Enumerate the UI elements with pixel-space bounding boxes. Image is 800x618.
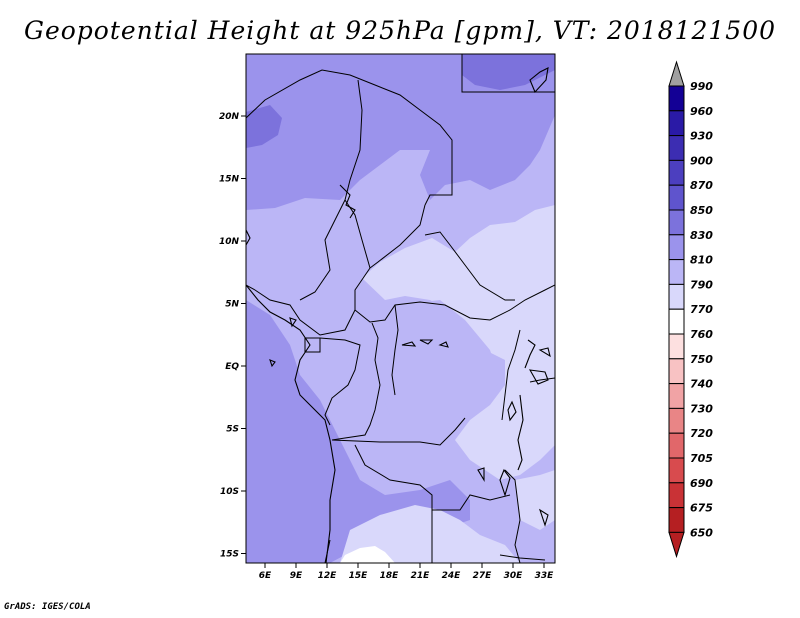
lon-tick-label: 33E — [535, 571, 555, 581]
colorbar-level-label: 750 — [690, 353, 713, 366]
lat-tick-label: 15N — [219, 175, 240, 185]
latitude-tick-group: 20N 15N 10N 5N EQ 5S 10S 15S — [219, 112, 246, 560]
colorbar-swatch — [668, 85, 685, 112]
colorbar-level-label: 990 — [690, 80, 713, 93]
colorbar-level-label: 675 — [690, 502, 713, 515]
lat-tick-label: 5S — [226, 425, 239, 435]
lat-tick-label: 10N — [219, 237, 240, 247]
chart-title: Geopotential Height at 925hPa [gpm], VT:… — [23, 16, 777, 45]
colorbar-level-label: 790 — [690, 278, 713, 291]
colorbar-level-label: 870 — [690, 179, 713, 192]
colorbar-swatch — [668, 209, 685, 236]
colorbar-level-label: 810 — [690, 254, 713, 267]
field-790-east-edge — [515, 470, 555, 530]
grads-credit: GrADS: IGES/COLA — [4, 602, 91, 612]
field-810-island — [378, 300, 500, 440]
field-790-south — [340, 505, 520, 563]
colorbar-level-label: 730 — [690, 402, 713, 415]
colorbar-swatch — [668, 110, 685, 137]
lat-tick-label: 15S — [220, 550, 239, 560]
lon-tick-label: 9E — [290, 571, 303, 581]
colorbar-swatch — [668, 234, 685, 261]
colorbar-swatch — [668, 432, 685, 459]
colorbar-level-label: 690 — [690, 477, 713, 490]
colorbar-swatch — [668, 259, 685, 285]
lon-tick-label: 27E — [473, 571, 493, 581]
coastlines-lakes — [246, 67, 551, 563]
colorbar-swatch — [668, 159, 685, 186]
colorbar-swatch — [668, 283, 685, 310]
lon-tick-label: 15E — [349, 571, 369, 581]
lon-tick-label: 12E — [318, 571, 338, 581]
colorbar-swatch — [668, 407, 685, 434]
longitude-tick-group: 6E 9E 12E 15E 18E 21E 24E 27E 30E 33E — [259, 563, 554, 581]
field-850-nw — [246, 105, 282, 148]
colorbar: 990 960 930 900 870 850 830 810 790 770 760 750 740 7… — [668, 60, 713, 559]
lon-tick-label: 6E — [259, 571, 272, 581]
colorbar-level-label: 960 — [690, 105, 713, 118]
colorbar-level-label: 770 — [690, 303, 713, 316]
lon-tick-label: 24E — [442, 571, 462, 581]
colorbar-swatch — [668, 308, 685, 335]
colorbar-swatch — [668, 333, 685, 360]
field-850-ne — [462, 54, 555, 90]
colorbar-swatch — [668, 184, 685, 211]
colorbar-swatch — [668, 383, 685, 409]
colorbar-swatch — [668, 482, 685, 509]
colorbar-swatch — [668, 358, 685, 385]
field-830-southwest — [246, 300, 470, 563]
colorbar-level-label: 740 — [690, 378, 713, 391]
colorbar-swatch — [668, 507, 685, 533]
field-770-south — [340, 546, 395, 563]
colorbar-level-label: 705 — [690, 452, 713, 465]
colorbar-level-label: 850 — [690, 204, 713, 217]
map-frame — [245, 53, 556, 564]
colorbar-level-label: 830 — [690, 229, 713, 242]
lat-tick-label: EQ — [225, 362, 239, 372]
field-790-central — [362, 205, 555, 480]
colorbar-level-label: 930 — [690, 130, 713, 143]
lon-tick-label: 18E — [380, 571, 400, 581]
lat-tick-label: 20N — [219, 112, 240, 122]
lat-tick-label: 5N — [225, 300, 239, 310]
lon-tick-label: 21E — [411, 571, 431, 581]
colorbar-bottom-arrow — [668, 531, 685, 559]
colorbar-level-label: 760 — [690, 328, 713, 341]
country-borders — [246, 54, 555, 563]
colorbar-level-label: 720 — [690, 427, 713, 440]
lon-tick-label: 30E — [504, 571, 524, 581]
colorbar-level-label: 900 — [690, 154, 713, 167]
colorbar-top-arrow — [668, 60, 685, 87]
field-830-north — [246, 54, 555, 210]
lat-tick-label: 10S — [220, 487, 239, 497]
colorbar-level-label: 650 — [690, 526, 713, 539]
colorbar-swatch — [668, 457, 685, 484]
colorbar-swatch — [668, 135, 685, 161]
height-field — [246, 54, 555, 563]
